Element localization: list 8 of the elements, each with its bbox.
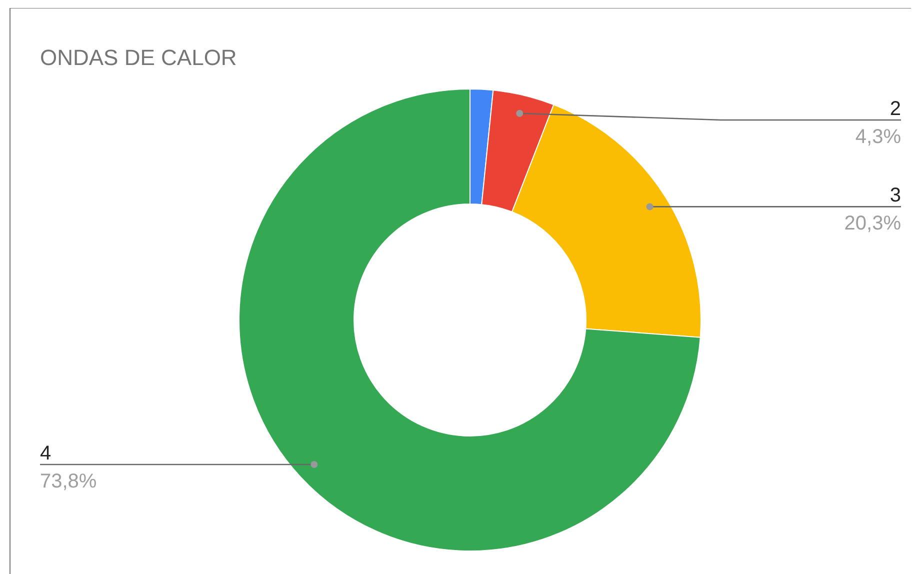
data-label: 4,3% [855, 126, 902, 148]
slice-label: 4 [40, 442, 52, 465]
chart-title: ONDAS DE CALOR [40, 45, 237, 70]
slice-label: 2 [890, 98, 901, 120]
slice-label: 3 [890, 184, 901, 207]
donut-slice [238, 88, 701, 552]
data-label: 73,8% [40, 470, 97, 493]
data-label: 20,3% [844, 212, 902, 235]
